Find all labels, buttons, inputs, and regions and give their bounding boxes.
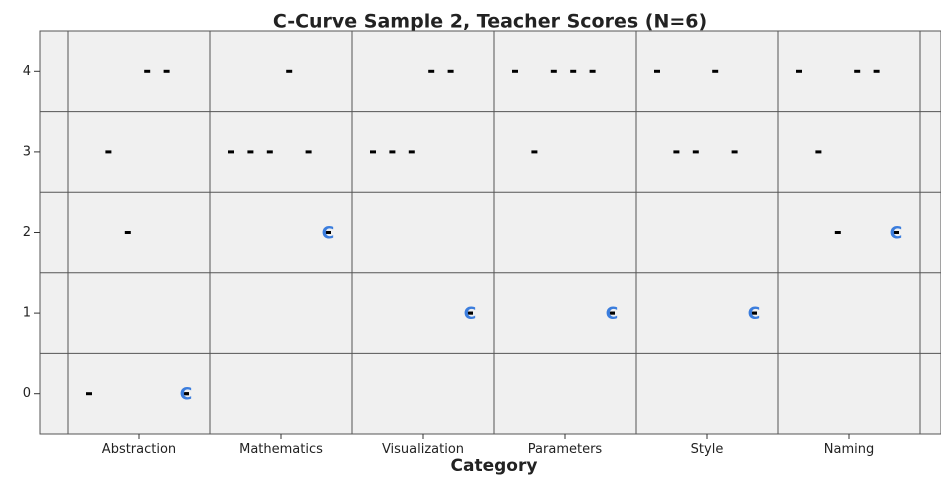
y-tick-label: 2 <box>23 225 31 240</box>
c-marker-dot <box>753 311 757 315</box>
teacher-point <box>731 150 738 154</box>
teacher-point <box>408 150 415 154</box>
teacher-point <box>305 150 312 154</box>
teacher-point <box>570 69 577 73</box>
teacher-point <box>589 69 596 73</box>
y-tick-label: 0 <box>23 386 31 401</box>
teacher-point <box>124 231 131 234</box>
c-marker-dot <box>185 392 189 396</box>
x-tick-label: Parameters <box>528 442 603 457</box>
c-marker-dot <box>469 311 473 315</box>
x-tick-label: Style <box>691 442 724 457</box>
teacher-point <box>389 150 396 154</box>
y-tick-label: 3 <box>23 144 31 159</box>
teacher-point <box>531 150 538 154</box>
teacher-point <box>370 150 376 154</box>
x-tick-label: Naming <box>824 442 874 457</box>
teacher-point <box>86 392 92 396</box>
plot-area <box>39 30 941 435</box>
teacher-point <box>673 150 680 154</box>
teacher-point <box>447 69 454 73</box>
teacher-point <box>815 150 822 154</box>
c-marker-dot <box>611 311 615 315</box>
teacher-point <box>654 69 660 73</box>
x-axis-label: Category <box>451 456 538 476</box>
teacher-point <box>834 231 841 234</box>
x-tick-label: Mathematics <box>239 442 323 457</box>
chart-title: C-Curve Sample 2, Teacher Scores (N=6) <box>273 11 707 33</box>
teacher-point <box>247 150 254 154</box>
teacher-point <box>692 150 699 154</box>
c-marker-dot <box>327 231 331 234</box>
y-tick-label: 4 <box>23 64 31 79</box>
teacher-point <box>266 150 273 154</box>
teacher-point <box>163 69 170 73</box>
teacher-point <box>105 150 112 154</box>
x-tick-label: Abstraction <box>102 442 176 457</box>
teacher-point <box>854 69 861 73</box>
teacher-point <box>712 69 719 73</box>
teacher-point <box>286 69 293 73</box>
teacher-point <box>428 69 435 73</box>
teacher-point <box>796 69 802 73</box>
teacher-point <box>550 69 557 73</box>
y-tick-label: 1 <box>23 306 31 321</box>
c-marker-dot <box>895 231 899 234</box>
teacher-point <box>144 69 151 73</box>
x-tick-label: Visualization <box>382 442 464 457</box>
teacher-point <box>873 69 880 73</box>
teacher-point <box>512 69 518 73</box>
teacher-point <box>228 150 234 154</box>
